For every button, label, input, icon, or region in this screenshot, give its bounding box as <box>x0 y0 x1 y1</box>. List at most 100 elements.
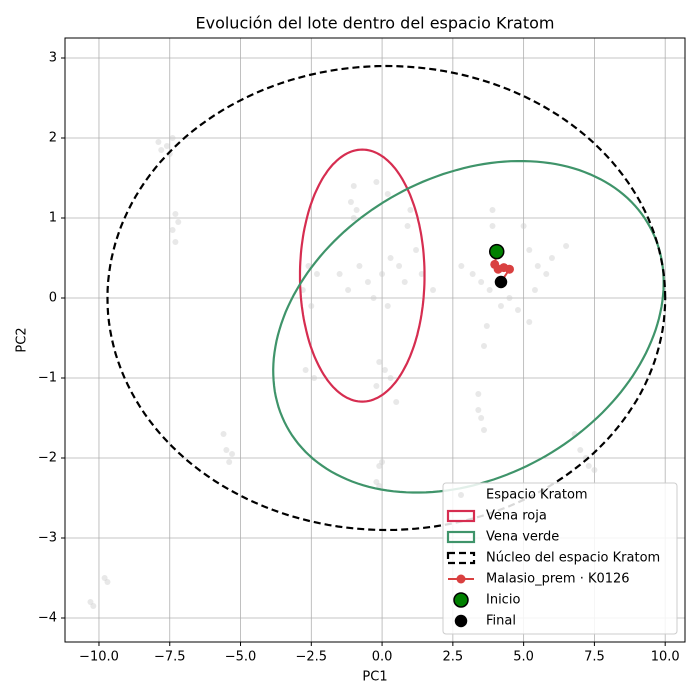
scatter-point <box>350 215 357 221</box>
scatter-point <box>104 579 111 585</box>
scatter-point <box>520 223 527 229</box>
scatter-point <box>379 271 386 277</box>
ellipse <box>298 148 426 403</box>
scatter-point <box>376 483 383 489</box>
scatter-point <box>347 199 354 205</box>
scatter-point <box>169 135 176 141</box>
scatter-point <box>401 279 408 285</box>
scatter-point <box>305 263 312 269</box>
scatter-point <box>356 263 363 269</box>
legend-swatch <box>458 492 464 498</box>
scatter-point <box>384 191 391 197</box>
scatter-point <box>373 383 380 389</box>
x-tick-label: 5.0 <box>513 650 534 665</box>
legend-swatch <box>446 509 476 523</box>
scatter-point <box>486 287 493 293</box>
scatter-point <box>101 575 108 581</box>
scatter-point <box>478 415 485 421</box>
trajectory-point <box>504 264 514 274</box>
scatter-point <box>313 271 320 277</box>
scatter-point <box>381 367 388 373</box>
scatter-point <box>526 319 533 325</box>
scatter-point <box>353 207 360 213</box>
x-tick-label: −5.0 <box>225 650 257 665</box>
scatter-point <box>563 243 570 249</box>
legend-label: Vena verde <box>486 530 559 545</box>
marker-point <box>488 243 505 260</box>
scatter-point <box>393 399 400 405</box>
scatter-point <box>220 431 227 437</box>
scatter-point <box>90 603 97 609</box>
x-tick-label: 0.0 <box>372 650 393 665</box>
scatter-point <box>172 211 179 217</box>
x-tick-label: 2.5 <box>443 650 464 665</box>
scatter-point <box>155 139 162 145</box>
y-tick-label: 1 <box>49 211 57 226</box>
scatter-point <box>373 479 380 485</box>
scatter-point <box>591 467 598 473</box>
scatter-point <box>229 451 236 457</box>
scatter-point <box>475 407 482 413</box>
scatter-point <box>376 463 383 469</box>
scatter-point <box>497 303 504 309</box>
scatter-point <box>350 183 357 189</box>
scatter-point <box>384 303 391 309</box>
legend-label: Final <box>486 614 516 629</box>
scatter-point <box>480 343 487 349</box>
scatter-point <box>226 459 233 465</box>
scatter-point <box>311 375 318 381</box>
scatter-point <box>458 263 465 269</box>
scatter-point <box>373 179 380 185</box>
scatter-point <box>534 263 541 269</box>
legend-swatch <box>456 574 466 584</box>
y-tick-label: −1 <box>38 371 57 386</box>
plot-frame <box>64 37 686 643</box>
marker-point <box>494 275 508 289</box>
scatter-point <box>478 279 485 285</box>
scatter-point <box>526 247 533 253</box>
y-axis-label: PC2 <box>15 327 30 352</box>
scatter-point <box>531 287 538 293</box>
scatter-point <box>413 247 420 253</box>
y-tick-label: −3 <box>38 531 57 546</box>
scatter-point <box>302 367 309 373</box>
scatter-point <box>469 271 476 277</box>
scatter-point <box>223 447 230 453</box>
legend-swatch <box>454 614 468 628</box>
scatter-point <box>370 295 377 301</box>
ellipse <box>272 160 665 494</box>
scatter-point <box>585 463 592 469</box>
scatter-point <box>169 227 176 233</box>
scatter-point <box>407 207 414 213</box>
ellipse <box>106 64 667 532</box>
chart-title: Evolución del lote dentro del espacio Kr… <box>195 14 554 33</box>
scatter-point <box>364 279 371 285</box>
scatter-point <box>172 239 179 245</box>
y-tick-label: 3 <box>49 51 57 66</box>
plot-area <box>87 64 667 609</box>
scatter-point <box>489 223 496 229</box>
scatter-point <box>483 323 490 329</box>
scatter-point <box>379 459 386 465</box>
legend-swatch <box>446 530 476 544</box>
scatter-point <box>336 271 343 277</box>
y-tick-label: −4 <box>38 611 57 626</box>
legend-label: Inicio <box>486 593 520 608</box>
scatter-point <box>480 427 487 433</box>
scatter-point <box>577 447 584 453</box>
x-tick-label: −10.0 <box>79 650 119 665</box>
scatter-point <box>163 143 170 149</box>
scatter-point <box>418 271 425 277</box>
scatter-point <box>345 287 352 293</box>
legend-label: Núcleo del espacio Kratom <box>486 551 660 566</box>
scatter-point <box>548 255 555 261</box>
scatter-point <box>175 219 182 225</box>
y-tick-label: −2 <box>38 451 57 466</box>
legend-label: Espacio Kratom <box>486 488 588 503</box>
scatter-point <box>87 599 94 605</box>
scatter-point <box>404 223 411 229</box>
scatter-point <box>475 391 482 397</box>
x-tick-label: 10.0 <box>651 650 680 665</box>
x-tick-label: −7.5 <box>154 650 186 665</box>
